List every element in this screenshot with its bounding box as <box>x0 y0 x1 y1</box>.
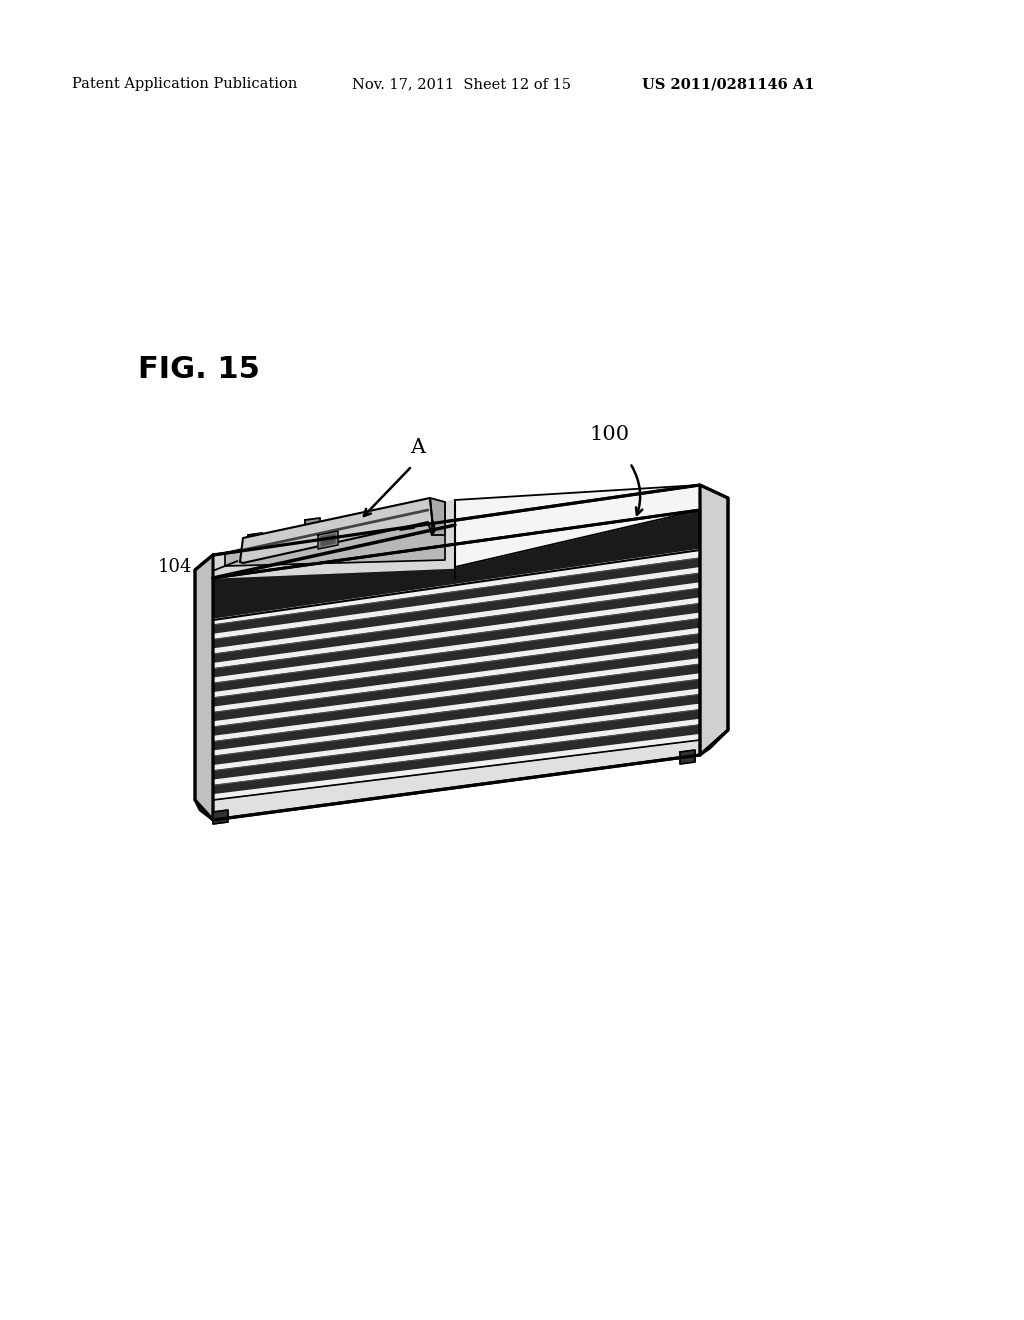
Polygon shape <box>213 558 700 634</box>
Text: FIG. 15: FIG. 15 <box>138 355 260 384</box>
Polygon shape <box>455 484 700 568</box>
Polygon shape <box>213 725 700 793</box>
Text: US 2011/0281146 A1: US 2011/0281146 A1 <box>642 77 814 91</box>
Text: 100: 100 <box>589 425 629 444</box>
Polygon shape <box>213 500 455 578</box>
Polygon shape <box>213 680 700 750</box>
Polygon shape <box>213 710 700 779</box>
Text: Nov. 17, 2011  Sheet 12 of 15: Nov. 17, 2011 Sheet 12 of 15 <box>352 77 571 91</box>
Polygon shape <box>318 531 338 549</box>
Polygon shape <box>213 649 700 721</box>
Polygon shape <box>400 503 414 531</box>
Text: 104: 104 <box>158 558 193 576</box>
Polygon shape <box>213 741 700 820</box>
Polygon shape <box>213 510 700 820</box>
Polygon shape <box>240 498 435 564</box>
Polygon shape <box>213 810 228 824</box>
Polygon shape <box>213 603 700 677</box>
Polygon shape <box>305 517 319 545</box>
Polygon shape <box>213 589 700 663</box>
Polygon shape <box>213 619 700 692</box>
Polygon shape <box>680 750 695 764</box>
Text: A: A <box>411 438 426 457</box>
Polygon shape <box>225 502 445 566</box>
Text: Patent Application Publication: Patent Application Publication <box>72 77 297 91</box>
Polygon shape <box>430 498 445 535</box>
Polygon shape <box>213 484 700 578</box>
Polygon shape <box>213 634 700 706</box>
Polygon shape <box>213 573 700 648</box>
Polygon shape <box>321 535 335 546</box>
Polygon shape <box>700 484 728 755</box>
Polygon shape <box>213 664 700 735</box>
Polygon shape <box>248 533 262 560</box>
Polygon shape <box>213 694 700 764</box>
Polygon shape <box>213 510 700 618</box>
Polygon shape <box>195 554 213 820</box>
